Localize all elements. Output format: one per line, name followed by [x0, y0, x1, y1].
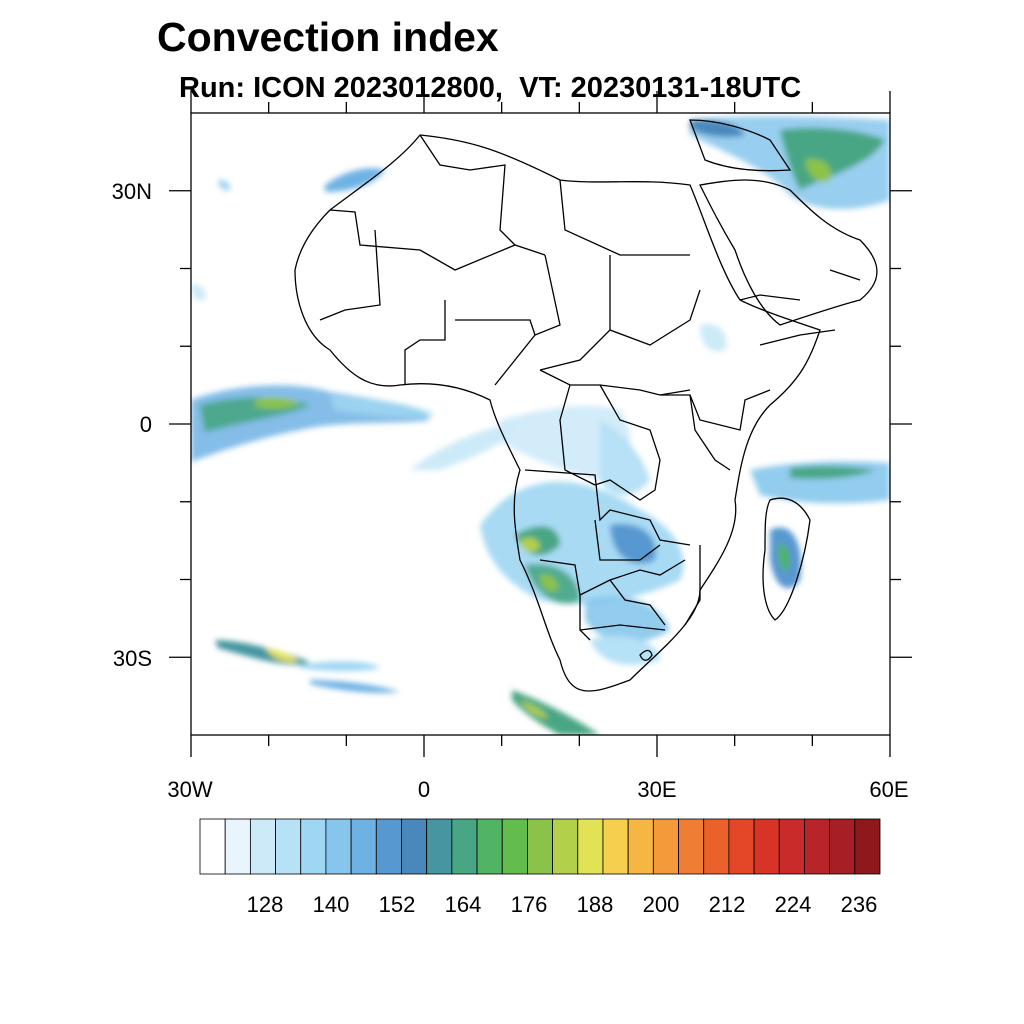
lat-label-0: 0 — [140, 412, 152, 437]
colorbar-swatch — [199, 818, 226, 875]
colorbar-label: 140 — [313, 892, 350, 917]
colorbar-swatch — [224, 818, 251, 875]
colorbar-swatch — [401, 818, 428, 875]
colorbar-swatch — [325, 818, 352, 875]
colorbar-labels: 128 140 152 164 176 188 200 212 224 236 — [247, 892, 878, 917]
coastlines-and-borders — [294, 119, 878, 692]
colorbar-swatch — [627, 818, 654, 875]
colorbar-swatch — [652, 818, 679, 875]
lon-label-30e: 30E — [637, 777, 676, 802]
chart-title: Convection index — [157, 14, 499, 60]
colorbar-swatch — [728, 818, 755, 875]
colorbar-swatch — [451, 818, 478, 875]
lat-label-30n: 30N — [112, 179, 152, 204]
colorbar-swatch — [577, 818, 604, 875]
colorbar-swatch — [703, 818, 730, 875]
lon-label-60e: 60E — [869, 777, 908, 802]
colorbar-label: 188 — [577, 892, 614, 917]
colorbar-swatch — [350, 818, 377, 875]
colorbar-swatch — [375, 818, 402, 875]
colorbar-swatch — [501, 818, 528, 875]
colorbar-label: 200 — [643, 892, 680, 917]
colorbar-swatch — [275, 818, 302, 875]
colorbar-swatch — [753, 818, 780, 875]
colorbar-label: 152 — [379, 892, 416, 917]
colorbar-swatch — [300, 818, 327, 875]
lat-label-30s: 30S — [113, 646, 152, 671]
colorbar-label: 176 — [511, 892, 548, 917]
lon-label-30w: 30W — [167, 777, 212, 802]
colorbar-label: 224 — [775, 892, 812, 917]
colorbar — [199, 818, 881, 875]
colorbar-label: 212 — [709, 892, 746, 917]
colorbar-swatch — [678, 818, 705, 875]
colorbar-swatch — [602, 818, 629, 875]
colorbar-label: 236 — [841, 892, 878, 917]
colorbar-swatch — [527, 818, 553, 875]
colorbar-swatch — [829, 818, 856, 875]
colorbar-label: 128 — [247, 892, 284, 917]
colorbar-swatch — [552, 818, 579, 875]
chart-subtitle: Run: ICON 2023012800, VT: 20230131-18UTC — [179, 72, 802, 104]
convection-field — [191, 116, 890, 735]
colorbar-swatch — [778, 818, 805, 875]
colorbar-swatch — [426, 818, 453, 875]
lon-label-0: 0 — [418, 777, 430, 802]
colorbar-swatch — [804, 818, 831, 875]
colorbar-swatch — [854, 818, 881, 875]
colorbar-swatch — [476, 818, 503, 875]
axis-ticks — [169, 91, 912, 757]
colorbar-swatch — [249, 818, 276, 875]
colorbar-label: 164 — [445, 892, 482, 917]
